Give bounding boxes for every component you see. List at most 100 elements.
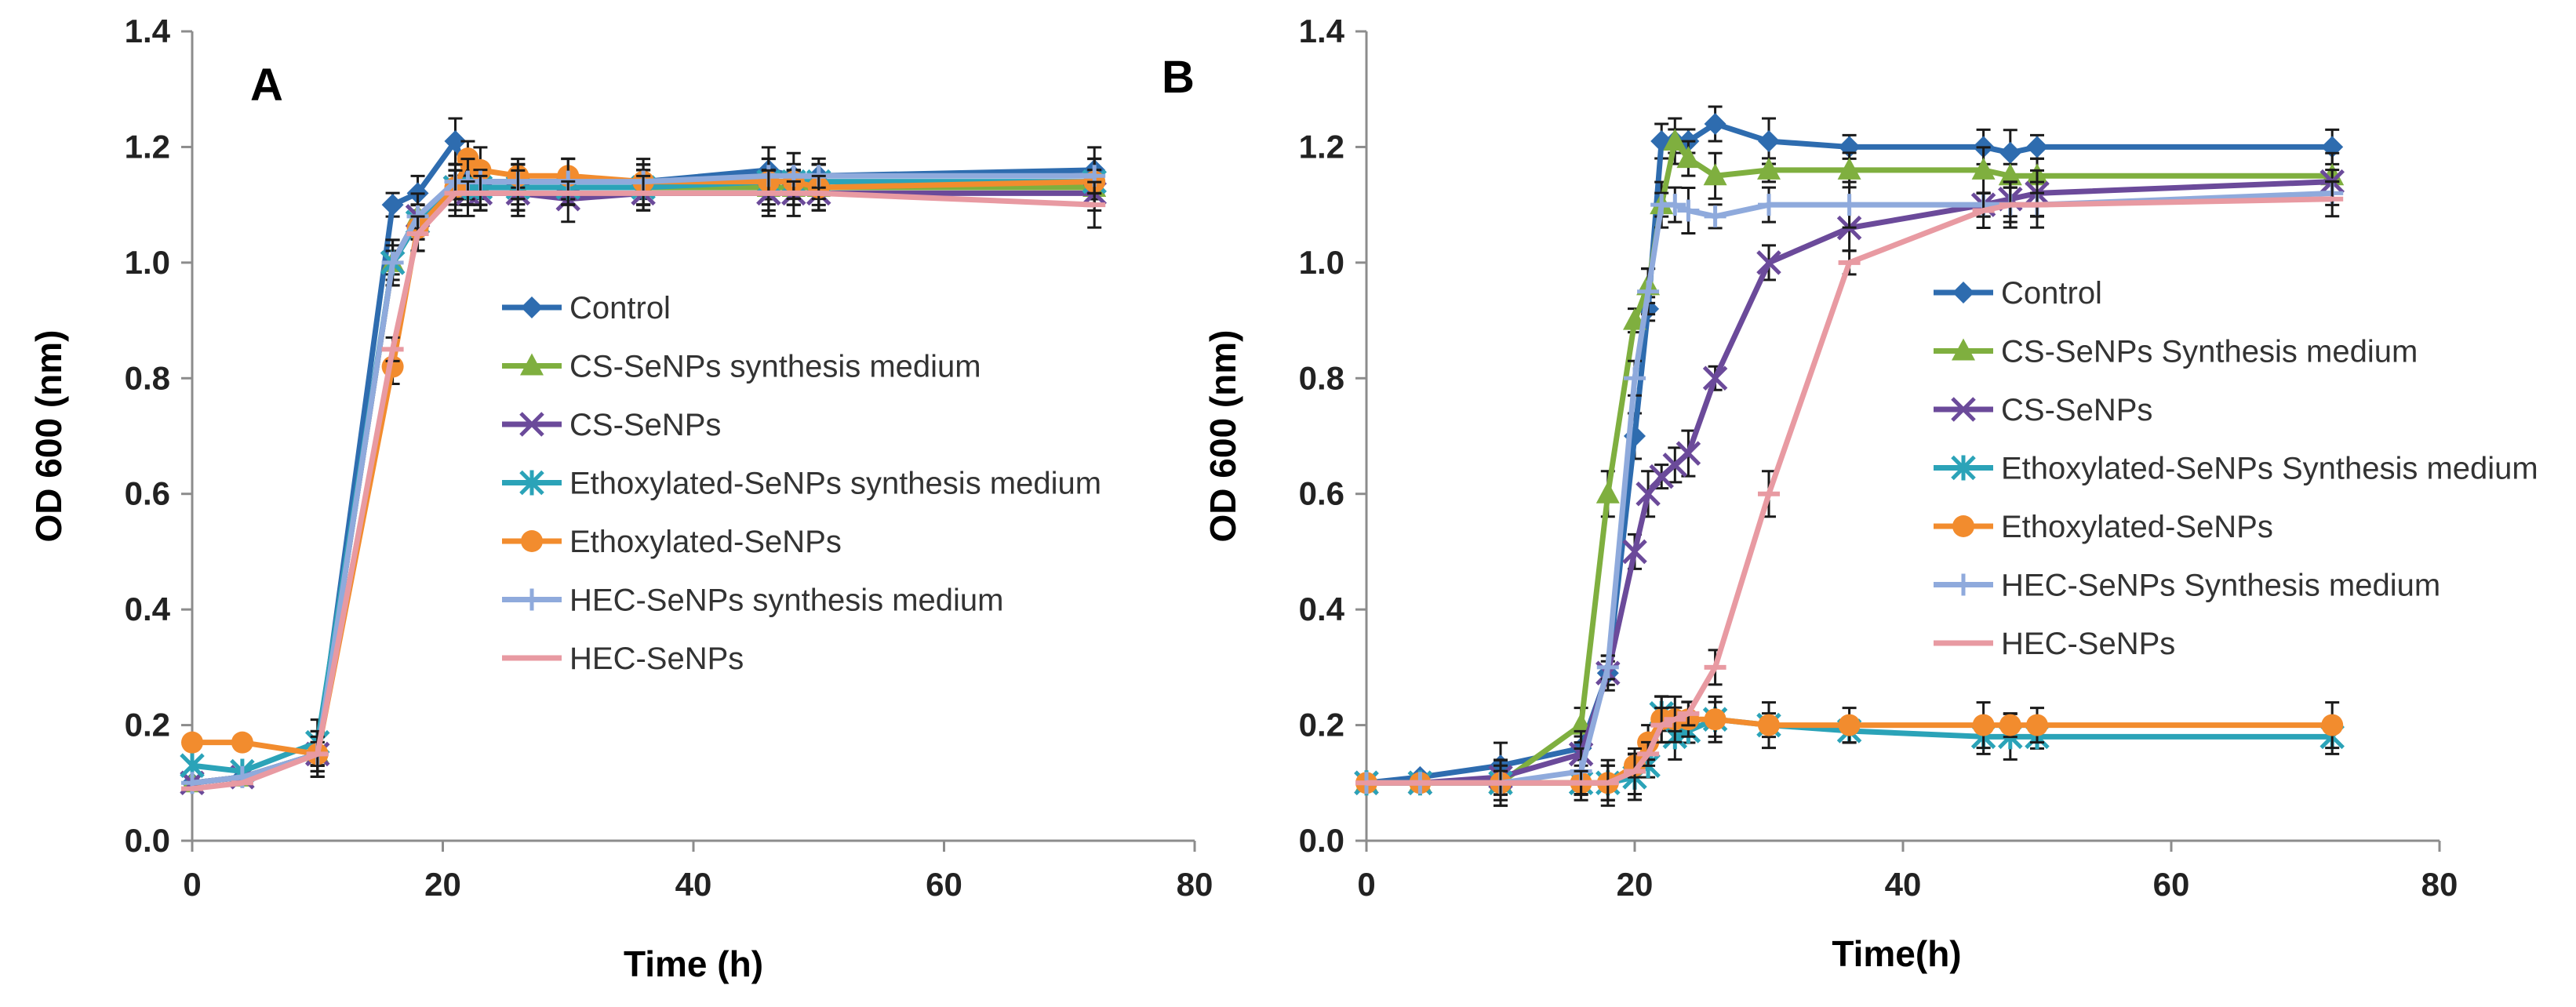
x-tick-label: 40 xyxy=(675,866,712,903)
y-tick-label: 0.8 xyxy=(125,359,170,396)
x-axis-title: Time (h) xyxy=(624,943,763,984)
data-point xyxy=(1999,141,2021,164)
legend-item: Ethoxylated-SeNPs synthesis medium xyxy=(502,467,1101,501)
legend-label: Control xyxy=(569,291,671,325)
y-tick-label: 0.6 xyxy=(125,475,170,512)
data-point xyxy=(1675,441,1701,466)
data-point xyxy=(1758,130,1780,153)
legend-item: CS-SeNPs xyxy=(1934,393,2152,427)
legend-marker xyxy=(1951,455,1976,481)
x-axis-title: Time(h) xyxy=(1832,933,1961,974)
legend-item: CS-SeNPs Synthesis medium xyxy=(1934,335,2418,369)
data-point xyxy=(2026,136,2048,158)
series-1 xyxy=(181,117,1106,794)
data-point xyxy=(1998,163,2022,186)
series-line xyxy=(1366,196,2333,786)
y-tick-label: 1.4 xyxy=(1299,13,1345,49)
data-point xyxy=(1838,194,1861,216)
data-point xyxy=(181,731,203,754)
legend-item: HEC-SeNPs Synthesis medium xyxy=(1934,569,2440,603)
legend-marker xyxy=(521,530,543,552)
legend-label: HEC-SeNPs xyxy=(2001,627,2175,661)
legend-marker xyxy=(1952,338,1975,361)
error-bars xyxy=(1494,180,2340,807)
panel-b-chart: 0.0 0.2 0.4 0.6 0.8 1.0 1.2 1.4 0 20 40 60 80 Time(h)… xyxy=(1162,13,2538,974)
legend-label: HEC-SeNPs synthesis medium xyxy=(569,583,1004,618)
x-tick-label: 20 xyxy=(1617,866,1654,903)
legend-marker xyxy=(1952,282,1974,304)
series-line xyxy=(1366,190,2333,786)
legend-label: CS-SeNPs xyxy=(2001,393,2152,427)
y-tick-label: 0.2 xyxy=(125,707,170,743)
series-5 xyxy=(1355,695,2344,807)
data-point xyxy=(444,130,467,153)
data-point xyxy=(1972,714,1995,736)
y-tick-label: 0.0 xyxy=(125,822,170,859)
data-point xyxy=(1595,481,1620,504)
legend-label: Ethoxylated-SeNPs synthesis medium xyxy=(569,467,1101,501)
y-tick-label: 1.2 xyxy=(1299,128,1344,165)
error-bars xyxy=(1494,180,2340,802)
data-point xyxy=(1758,194,1780,216)
y-tick-label: 0.4 xyxy=(1299,591,1345,627)
legend-item: HEC-SeNPs xyxy=(502,642,744,676)
legend-marker xyxy=(519,412,544,437)
y-tick-label: 0.0 xyxy=(1299,822,1344,859)
data-point xyxy=(2321,714,2344,736)
y-tick-label: 1.4 xyxy=(125,13,171,49)
y-axis-title: OD 600 (nm) xyxy=(28,330,69,543)
series-7 xyxy=(1355,180,2344,807)
legend-label: Control xyxy=(2001,276,2102,311)
data-point xyxy=(1635,481,1661,507)
panel-letter: A xyxy=(250,60,283,111)
data-point xyxy=(1622,539,1647,565)
legend-label: Ethoxylated-SeNPs xyxy=(569,525,842,559)
data-point xyxy=(1663,129,1687,151)
legend-item: HEC-SeNPs synthesis medium xyxy=(502,583,1004,618)
data-point xyxy=(1676,146,1701,169)
data-point xyxy=(381,194,404,216)
panel-letter: B xyxy=(1162,52,1195,103)
error-bars xyxy=(1494,695,2340,807)
legend-marker xyxy=(1951,397,1976,422)
data-point xyxy=(1624,367,1646,390)
legend-item: HEC-SeNPs xyxy=(1934,627,2175,661)
legend-label: Ethoxylated-SeNPs xyxy=(2001,510,2273,544)
x-tick-label: 60 xyxy=(2153,866,2190,903)
error-bars xyxy=(310,151,1102,773)
legend-item: Control xyxy=(1934,276,2102,311)
x-tick-label: 40 xyxy=(1885,866,1922,903)
data-point xyxy=(1702,365,1728,391)
data-point xyxy=(1999,714,2021,736)
legend-marker xyxy=(1952,573,1974,596)
x-tick-label: 60 xyxy=(926,866,962,903)
legend-label: CS-SeNPs xyxy=(569,408,721,442)
legend-marker xyxy=(519,470,544,496)
legend-item: Control xyxy=(502,291,671,325)
legend-label: CS-SeNPs synthesis medium xyxy=(569,350,981,384)
data-point xyxy=(1664,194,1686,216)
legend-label: Ethoxylated-SeNPs Synthesis medium xyxy=(2001,452,2538,486)
data-point xyxy=(1704,708,1726,731)
y-tick-label: 0.2 xyxy=(1299,707,1344,743)
legend-label: CS-SeNPs Synthesis medium xyxy=(2001,335,2418,369)
data-point xyxy=(1704,205,1726,227)
data-point xyxy=(1704,112,1726,135)
y-tick-label: 1.0 xyxy=(125,244,170,281)
legend-marker xyxy=(520,353,544,376)
legend-item: CS-SeNPs xyxy=(502,408,721,442)
x-tick-label: 0 xyxy=(1357,866,1375,903)
data-point xyxy=(1703,163,1727,186)
panel-a-chart: 0.0 0.2 0.4 0.6 0.8 1.0 1.2 1.4 0 20 40 60 80 Time (h… xyxy=(28,13,1213,984)
data-point xyxy=(1838,714,1861,736)
data-point xyxy=(381,251,404,274)
legend-item: Ethoxylated-SeNPs xyxy=(1934,510,2273,544)
legend-item: CS-SeNPs synthesis medium xyxy=(502,350,981,384)
y-tick-label: 1.2 xyxy=(125,128,170,165)
y-tick-label: 0.6 xyxy=(1299,475,1344,512)
data-point xyxy=(1596,656,1619,678)
data-point xyxy=(1757,157,1781,180)
x-tick-label: 80 xyxy=(1177,866,1213,903)
legend-item: Ethoxylated-SeNPs Synthesis medium xyxy=(1934,452,2538,486)
